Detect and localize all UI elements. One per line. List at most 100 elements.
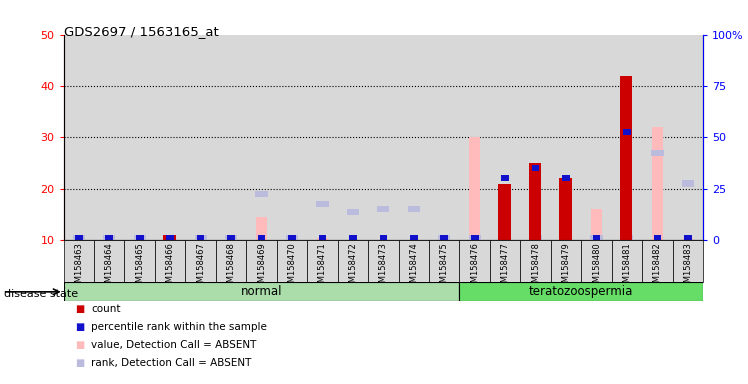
Bar xyxy=(590,235,603,242)
Text: GSM158471: GSM158471 xyxy=(318,242,327,293)
Bar xyxy=(623,129,631,135)
Bar xyxy=(672,240,703,282)
Bar xyxy=(490,35,521,240)
Bar xyxy=(643,35,672,240)
Bar xyxy=(227,235,235,242)
Bar xyxy=(166,235,174,242)
Bar xyxy=(654,235,661,242)
Bar xyxy=(349,235,357,242)
Bar xyxy=(277,240,307,282)
Bar xyxy=(216,35,246,240)
Bar xyxy=(377,206,390,212)
Text: GSM158470: GSM158470 xyxy=(287,242,296,293)
Bar xyxy=(94,240,124,282)
Bar xyxy=(652,127,663,240)
Text: GSM158483: GSM158483 xyxy=(684,242,693,293)
Bar xyxy=(136,235,144,242)
Bar xyxy=(307,240,337,282)
Bar xyxy=(105,235,113,242)
Bar xyxy=(64,35,94,240)
Text: GSM158469: GSM158469 xyxy=(257,242,266,293)
Text: GSM158468: GSM158468 xyxy=(227,242,236,293)
Text: count: count xyxy=(91,304,120,314)
Bar xyxy=(164,235,176,240)
Text: GSM158473: GSM158473 xyxy=(378,242,388,293)
Bar xyxy=(438,235,450,242)
Bar xyxy=(197,235,204,242)
Bar xyxy=(683,238,693,240)
Bar xyxy=(441,235,448,242)
Text: normal: normal xyxy=(241,285,282,298)
Bar xyxy=(490,240,521,282)
Bar xyxy=(581,35,612,240)
Bar xyxy=(379,235,387,242)
Bar xyxy=(155,35,186,240)
Bar xyxy=(258,235,266,242)
Text: GSM158464: GSM158464 xyxy=(105,242,114,293)
Text: value, Detection Call = ABSENT: value, Detection Call = ABSENT xyxy=(91,340,257,350)
Bar xyxy=(225,235,237,242)
Text: GSM158463: GSM158463 xyxy=(74,242,83,293)
Text: GSM158479: GSM158479 xyxy=(562,242,571,293)
Text: GSM158480: GSM158480 xyxy=(592,242,601,293)
Bar xyxy=(560,178,571,240)
Text: ■: ■ xyxy=(75,358,84,368)
Bar xyxy=(521,240,551,282)
Bar xyxy=(246,35,277,240)
Bar xyxy=(288,235,295,242)
Bar xyxy=(620,76,633,240)
Bar xyxy=(643,240,672,282)
Text: GSM158482: GSM158482 xyxy=(653,242,662,293)
Bar xyxy=(399,240,429,282)
Bar xyxy=(257,217,267,240)
Text: GSM158465: GSM158465 xyxy=(135,242,144,293)
Text: percentile rank within the sample: percentile rank within the sample xyxy=(91,322,267,332)
Bar xyxy=(471,235,479,242)
Bar xyxy=(501,175,509,182)
Bar xyxy=(216,240,246,282)
Text: GSM158477: GSM158477 xyxy=(500,242,509,293)
Bar xyxy=(186,240,216,282)
Bar xyxy=(684,235,692,242)
Bar xyxy=(75,235,82,242)
Bar xyxy=(408,206,420,212)
Text: GSM158467: GSM158467 xyxy=(196,242,205,293)
Text: GSM158472: GSM158472 xyxy=(349,242,358,293)
Bar xyxy=(621,235,633,242)
Bar xyxy=(459,240,490,282)
Bar xyxy=(681,180,694,187)
Bar xyxy=(612,35,643,240)
Bar xyxy=(255,191,268,197)
Bar xyxy=(459,282,703,301)
Bar xyxy=(164,235,177,242)
Text: teratozoospermia: teratozoospermia xyxy=(529,285,634,298)
Bar xyxy=(307,35,337,240)
Bar xyxy=(368,240,399,282)
Bar xyxy=(337,35,368,240)
Bar xyxy=(347,209,359,215)
Bar xyxy=(194,235,206,242)
Bar xyxy=(521,35,551,240)
Text: ■: ■ xyxy=(75,340,84,350)
Bar xyxy=(316,201,328,207)
Bar xyxy=(246,240,277,282)
Bar xyxy=(410,235,417,242)
Bar xyxy=(64,240,94,282)
Bar xyxy=(64,282,459,301)
Text: GDS2697 / 1563165_at: GDS2697 / 1563165_at xyxy=(64,25,218,38)
Bar xyxy=(73,235,85,242)
Bar xyxy=(560,235,572,242)
Bar xyxy=(499,235,511,242)
Bar xyxy=(124,35,155,240)
Bar xyxy=(317,238,328,240)
Bar xyxy=(612,240,643,282)
Text: GSM158476: GSM158476 xyxy=(470,242,479,293)
Bar xyxy=(459,35,490,240)
Bar xyxy=(155,240,186,282)
Bar xyxy=(530,235,542,242)
Bar xyxy=(134,235,146,242)
Text: GSM158475: GSM158475 xyxy=(440,242,449,293)
Bar xyxy=(672,35,703,240)
Text: GSM158481: GSM158481 xyxy=(622,242,631,293)
Bar xyxy=(319,235,326,242)
